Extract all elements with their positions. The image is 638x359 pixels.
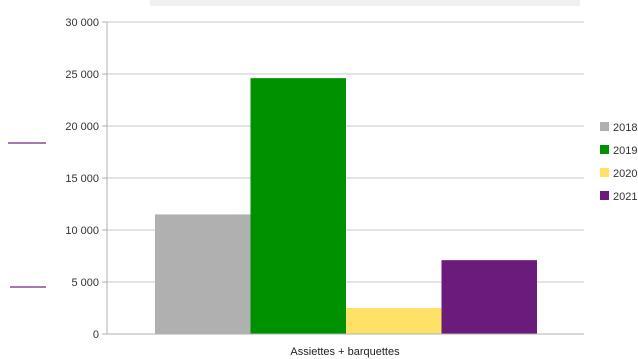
legend-label-2019: 2019 — [613, 145, 637, 157]
y-tick-label: 10 000 — [65, 225, 99, 237]
legend: 2018 2019 2020 2021 — [600, 122, 637, 203]
y-tick-label: 20 000 — [65, 121, 99, 133]
cropped-title-remnant — [150, 0, 580, 6]
y-tick-label: 15 000 — [65, 173, 99, 185]
y-tick-label: 25 000 — [65, 69, 99, 81]
legend-swatch-2021 — [600, 191, 609, 200]
legend-label-2020: 2020 — [613, 168, 637, 180]
bar-2018 — [155, 214, 251, 334]
bars — [155, 78, 537, 334]
legend-swatch-2018 — [600, 122, 609, 131]
y-axis-tick-labels: 0 5 000 10 000 15 000 20 000 25 000 30 000 — [65, 17, 107, 341]
bar-2020 — [346, 308, 442, 334]
y-tick-label: 0 — [93, 329, 99, 341]
legend-label-2021: 2021 — [613, 191, 637, 203]
bar-2019 — [250, 78, 346, 334]
y-tick-label: 30 000 — [65, 17, 99, 29]
legend-label-2018: 2018 — [613, 122, 637, 134]
legend-swatch-2020 — [600, 168, 609, 177]
bar-2021 — [441, 260, 537, 334]
x-category-label: Assiettes + barquettes — [290, 346, 400, 358]
legend-swatch-2019 — [600, 145, 609, 154]
y-tick-label: 5 000 — [71, 277, 99, 289]
